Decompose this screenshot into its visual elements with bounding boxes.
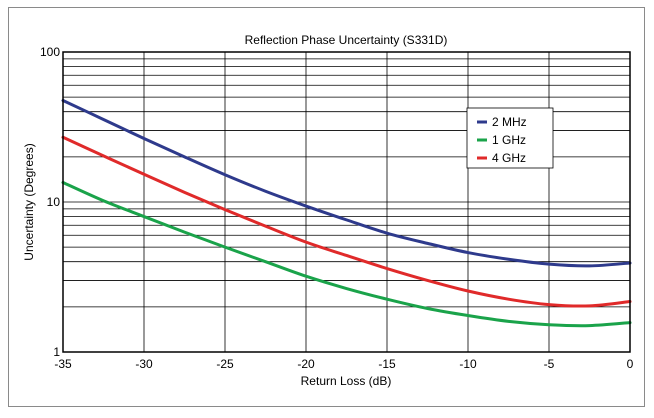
x-tick-label-1: -30 — [135, 357, 153, 371]
chart-title: Reflection Phase Uncertainty (S331D) — [245, 33, 448, 47]
x-tick-label-4: -15 — [378, 357, 396, 371]
legend-label-2: 4 GHz — [492, 151, 526, 165]
x-tick-label-6: -5 — [544, 357, 555, 371]
y-tick-label-2: 100 — [40, 45, 60, 59]
x-axis-label: Return Loss (dB) — [301, 374, 392, 388]
legend-label-1: 1 GHz — [492, 133, 526, 147]
y-tick-label-1: 10 — [47, 195, 61, 209]
x-tick-label-0: -35 — [54, 357, 72, 371]
chart-frame — [8, 7, 645, 407]
y-axis-label: Uncertainty (Degrees) — [22, 143, 36, 260]
x-tick-label-7: 0 — [627, 357, 634, 371]
x-tick-label-3: -20 — [297, 357, 315, 371]
series-line-2 — [61, 135, 632, 308]
y-tick-label-0: 1 — [53, 345, 60, 359]
series-line-1 — [61, 180, 632, 328]
legend: 2 MHz 1 GHz 4 GHz — [466, 107, 554, 169]
series-line-0 — [61, 99, 632, 268]
plot-border — [62, 51, 631, 353]
tick-layer: -35 -30 -25 -20 -15 -10 -5 0 1 10 100 — [40, 45, 634, 371]
grid-layer — [62, 52, 631, 353]
legend-label-0: 2 MHz — [492, 115, 527, 129]
series-layer — [61, 99, 632, 328]
x-tick-label-2: -25 — [216, 357, 234, 371]
x-tick-label-5: -10 — [459, 357, 477, 371]
